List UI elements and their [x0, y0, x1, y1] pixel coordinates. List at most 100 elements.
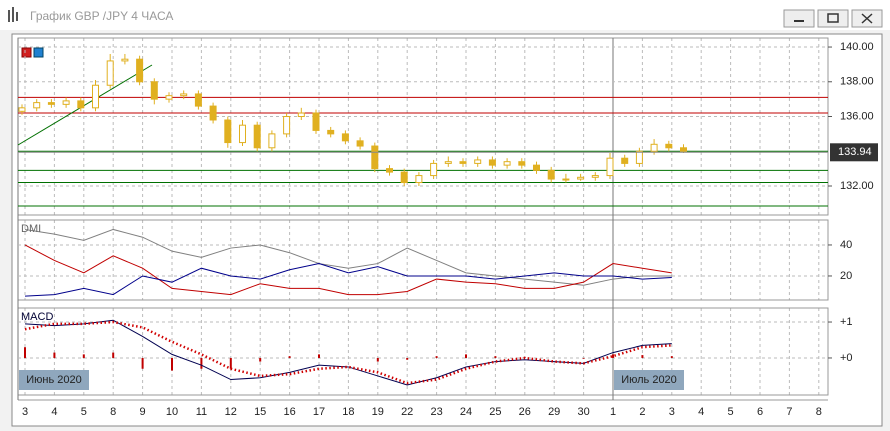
- indicator-line: [24, 320, 672, 385]
- histogram-bar: [582, 357, 585, 359]
- candle-body: [518, 161, 526, 166]
- last-price-label: 133.94: [838, 146, 872, 158]
- x-tick-label: 8: [110, 406, 116, 418]
- candle-body: [503, 161, 511, 166]
- color-toggle-red[interactable]: [21, 47, 32, 58]
- candle-body: [121, 58, 129, 62]
- histogram-bar: [229, 357, 232, 369]
- title-bar: [0, 0, 890, 30]
- x-tick-label: 19: [372, 406, 384, 418]
- x-tick-label: 30: [577, 406, 589, 418]
- candle-body: [430, 162, 438, 177]
- histogram-bar: [376, 357, 379, 362]
- candle-body: [591, 175, 599, 178]
- candle-body: [18, 107, 26, 112]
- x-tick-label: 22: [401, 406, 413, 418]
- histogram-bar: [200, 357, 203, 369]
- candle-body: [577, 176, 585, 180]
- histogram-bar: [53, 352, 56, 358]
- candle-body: [386, 168, 393, 173]
- y-tick-label: 40: [840, 239, 852, 251]
- histogram-bar: [641, 355, 644, 358]
- candle-body: [92, 84, 99, 109]
- x-tick-label: 11: [196, 406, 207, 418]
- period-label: Июль 2020: [621, 374, 677, 386]
- candle-body: [444, 161, 452, 164]
- x-tick-label: 12: [225, 406, 237, 418]
- histogram-bar: [112, 352, 115, 358]
- candle-body: [665, 143, 673, 149]
- x-tick-label: 23: [430, 406, 442, 418]
- x-tick-label: 7: [786, 406, 792, 418]
- candle-body: [47, 102, 55, 105]
- x-tick-label: 18: [342, 406, 354, 418]
- candle-body: [635, 150, 643, 164]
- y-tick-label: 132.00: [840, 180, 874, 192]
- candle-body: [606, 157, 614, 177]
- indicator-line: [24, 228, 672, 286]
- candle-body: [533, 164, 540, 171]
- candle-body: [327, 129, 335, 135]
- histogram-bar: [171, 357, 173, 371]
- period-label-box: [19, 370, 89, 390]
- histogram-bar: [435, 356, 438, 358]
- x-tick-label: 2: [639, 406, 645, 418]
- candle-body: [180, 93, 188, 97]
- window-title: График GBP /JPY 4 ЧАСА: [30, 9, 173, 23]
- panel-title: DMI: [21, 223, 41, 235]
- x-tick-label: 25: [489, 406, 501, 418]
- x-tick-label: 4: [698, 406, 704, 418]
- candle-body: [136, 58, 144, 83]
- y-tick-label: 20: [840, 270, 852, 282]
- restore-button[interactable]: [817, 9, 849, 28]
- candle-body: [312, 112, 320, 131]
- candle-body: [239, 124, 246, 144]
- x-tick-label: 3: [669, 406, 675, 418]
- candle-body: [488, 159, 496, 166]
- trend-line: [17, 64, 153, 146]
- histogram-bar: [24, 347, 26, 358]
- candle-body: [106, 60, 114, 86]
- candle-body: [341, 133, 349, 142]
- candle-body: [165, 95, 173, 100]
- candle-body: [356, 140, 364, 147]
- candle-body: [253, 124, 261, 149]
- candle-body: [562, 178, 570, 181]
- x-tick-label: 15: [254, 406, 266, 418]
- histogram-bar: [288, 356, 291, 358]
- candle-body: [459, 161, 467, 164]
- color-toggle-blue[interactable]: [33, 47, 44, 58]
- x-tick-label: 9: [140, 406, 146, 418]
- histogram-bar: [670, 356, 673, 358]
- histogram-bar: [406, 357, 409, 360]
- x-tick-label: 5: [81, 406, 87, 418]
- candle-body: [77, 100, 85, 109]
- y-tick-label: 138.00: [840, 76, 874, 88]
- candle-body: [224, 119, 232, 144]
- indicator-line: [24, 244, 672, 296]
- candle-body: [547, 169, 555, 180]
- candle-body: [209, 105, 217, 121]
- period-label: Июнь 2020: [26, 374, 82, 386]
- candle-body: [400, 171, 408, 184]
- panel-title: MACD: [21, 311, 53, 323]
- last-price-box: [830, 143, 878, 162]
- candle-body: [283, 116, 291, 135]
- y-tick-label: 136.00: [840, 110, 874, 122]
- y-tick-label: +0: [840, 352, 853, 364]
- candle-body: [150, 81, 158, 100]
- x-tick-label: 3: [22, 406, 28, 418]
- indicator-line: [24, 263, 672, 297]
- histogram-bar: [259, 357, 262, 362]
- x-tick-label: 24: [460, 406, 472, 418]
- histogram-bar: [82, 354, 85, 358]
- histogram-bar: [494, 356, 497, 358]
- candle-body: [33, 102, 41, 109]
- candle-body: [297, 112, 305, 118]
- histogram-bar: [465, 354, 467, 358]
- candle-body: [680, 147, 687, 152]
- candle-body: [621, 157, 629, 164]
- minimize-button[interactable]: [783, 9, 815, 28]
- histogram-bar: [141, 357, 144, 369]
- close-button[interactable]: [851, 9, 883, 28]
